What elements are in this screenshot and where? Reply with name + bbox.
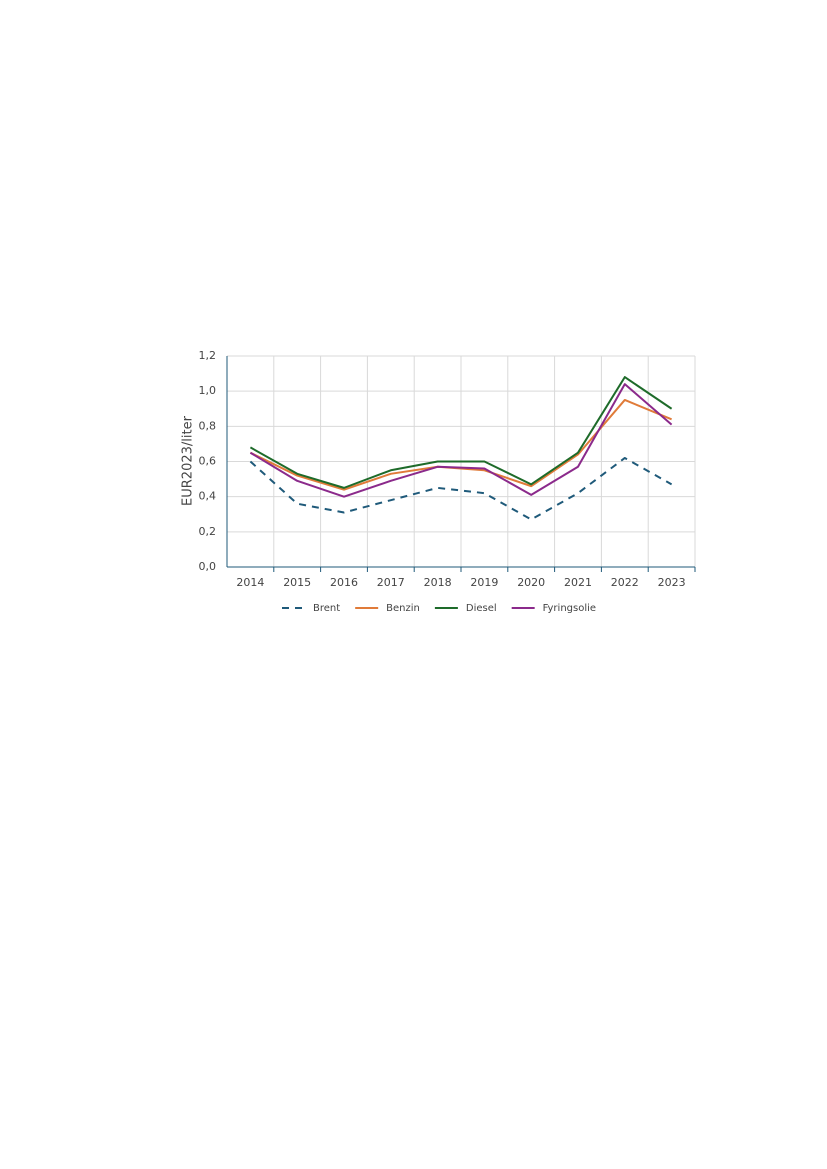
y-tick-label: 0,0 — [199, 560, 217, 573]
legend-label: Brent — [313, 603, 340, 614]
x-tick-label: 2020 — [517, 576, 545, 589]
x-tick-label: 2022 — [611, 576, 639, 589]
x-tick-label: 2014 — [236, 576, 264, 589]
line-series — [249, 376, 673, 489]
y-tick-label: 0,4 — [199, 490, 217, 503]
legend-label: Benzin — [386, 603, 420, 614]
x-tick-label: 2016 — [330, 576, 358, 589]
legend-label: Diesel — [466, 603, 497, 614]
x-tick-label: 2019 — [470, 576, 498, 589]
y-tick-label: 0,2 — [199, 525, 217, 538]
x-tick-label: 2015 — [283, 576, 311, 589]
x-tick-label: 2018 — [424, 576, 452, 589]
legend-label: Fyringsolie — [543, 603, 596, 614]
x-tick-label: 2023 — [658, 576, 686, 589]
y-axis-label: EUR2023/liter — [181, 415, 196, 506]
y-tick-label: 1,2 — [199, 349, 217, 362]
y-tick-label: 0,8 — [199, 419, 217, 432]
y-tick-label: 1,0 — [199, 384, 217, 397]
line-series — [249, 383, 673, 498]
line-series — [249, 456, 673, 521]
x-tick-label: 2021 — [564, 576, 592, 589]
y-tick-label: 0,6 — [199, 455, 217, 468]
x-tick-label: 2017 — [377, 576, 405, 589]
